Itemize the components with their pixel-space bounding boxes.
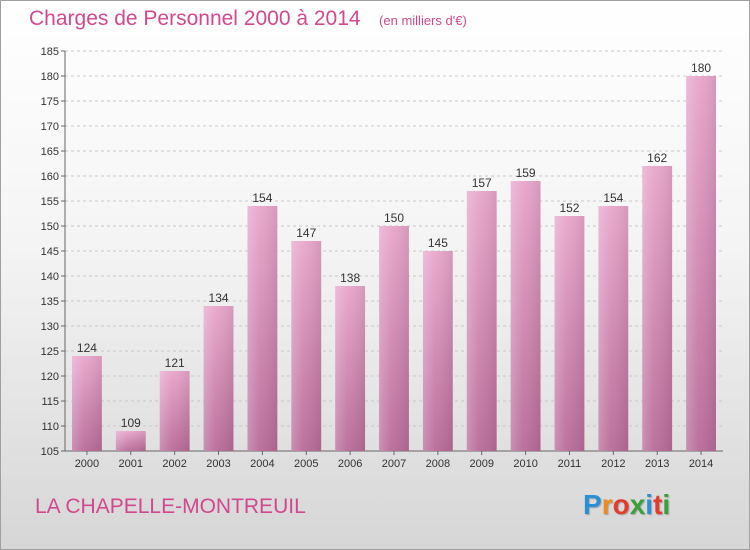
chart-title: Charges de Personnel 2000 à 2014 (29, 7, 361, 30)
logo-letter: r (601, 489, 613, 520)
x-tick-label: 2002 (162, 458, 186, 470)
bar-value-label: 124 (77, 341, 97, 355)
bar-shine (554, 216, 585, 451)
logo-letter: i (645, 489, 654, 520)
y-tick-label: 105 (41, 446, 59, 458)
y-tick-label: 110 (41, 421, 59, 433)
x-tick-label: 2000 (75, 458, 99, 470)
y-tick-label: 160 (41, 171, 59, 183)
x-tick-label: 2011 (558, 458, 582, 470)
bar-shine (598, 206, 629, 451)
bar-value-label: 152 (559, 201, 579, 215)
x-tick-label: 2014 (689, 458, 713, 470)
bar-value-label: 159 (516, 166, 536, 180)
bar-shine (422, 251, 453, 451)
bar-value-label: 121 (165, 356, 185, 370)
y-tick-label: 145 (41, 246, 59, 258)
y-tick-label: 175 (41, 96, 59, 108)
y-tick-label: 135 (41, 296, 59, 308)
logo-letter: P (583, 489, 602, 520)
y-tick-label: 155 (41, 196, 59, 208)
bar-shine (115, 431, 146, 451)
bar-shine (466, 191, 497, 451)
x-tick-label: 2004 (250, 458, 274, 470)
bar-shine (291, 241, 322, 451)
bar-shine (159, 371, 190, 451)
bar-value-label: 154 (603, 191, 623, 205)
bar-value-label: 150 (384, 211, 404, 225)
bar-shine (510, 181, 541, 451)
bar-shine (379, 226, 409, 451)
bar-value-label: 134 (209, 291, 229, 305)
x-tick-label: 2013 (645, 458, 669, 470)
x-tick-label: 2012 (601, 458, 625, 470)
chart-subtitle: (en milliers d'€) (379, 13, 467, 28)
y-tick-label: 170 (41, 121, 59, 133)
bar-shine (335, 286, 366, 451)
y-tick-label: 115 (41, 396, 59, 408)
y-tick-label: 130 (41, 321, 59, 333)
x-tick-label: 2006 (338, 458, 362, 470)
logo-letter: t (653, 489, 663, 520)
bar-value-label: 109 (121, 416, 141, 430)
y-tick-label: 165 (41, 146, 59, 158)
x-tick-label: 2007 (382, 458, 406, 470)
x-tick-label: 2009 (469, 458, 493, 470)
bar-shine (72, 356, 102, 451)
bar-shine (642, 166, 673, 451)
bar-value-label: 147 (296, 226, 316, 240)
x-tick-label: 2008 (426, 458, 450, 470)
bar-shine (203, 306, 234, 451)
bar-value-label: 157 (472, 176, 492, 190)
bar-layer (72, 76, 716, 451)
bar-value-label: 154 (252, 191, 272, 205)
bar-shine (247, 206, 278, 451)
bar-value-label: 180 (691, 61, 711, 75)
y-tick-label: 125 (41, 346, 59, 358)
x-tick-label: 2010 (513, 458, 537, 470)
label-layer: 124 109 121 134 154 147 138 150 145 157 159 152 154 1… (77, 61, 711, 430)
x-tick-label: 2005 (294, 458, 318, 470)
y-tick-label: 180 (41, 71, 59, 83)
proxiti-logo[interactable]: Proxiti (583, 489, 670, 521)
y-tick-label: 140 (41, 271, 59, 283)
bar-value-label: 145 (428, 236, 448, 250)
y-tick-label: 150 (41, 221, 59, 233)
x-tick-label: 2001 (119, 458, 143, 470)
title-row: Charges de Personnel 2000 à 2014 (en mil… (29, 7, 467, 31)
logo-letter: i (662, 489, 671, 520)
x-tick-label: 2003 (206, 458, 230, 470)
city-name: LA CHAPELLE-MONTREUIL (35, 495, 306, 518)
logo-letter: x (629, 489, 646, 520)
logo-letter: o (612, 489, 630, 520)
y-tick-label: 120 (41, 371, 59, 383)
bar-shine (686, 76, 716, 451)
bar-value-label: 162 (647, 151, 667, 165)
bar-value-label: 138 (340, 271, 360, 285)
y-tick-label: 185 (41, 46, 59, 58)
